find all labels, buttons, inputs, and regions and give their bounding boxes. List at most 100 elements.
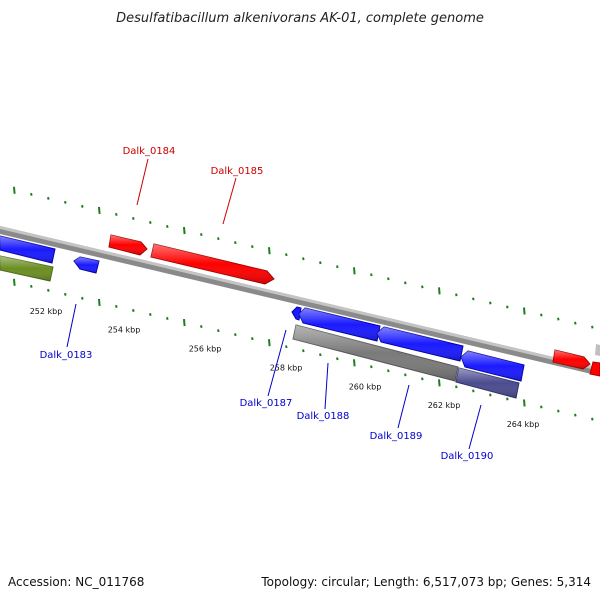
gene-Dalk_0185-arrow[interactable]	[150, 243, 275, 285]
lower-row-minor-tick	[540, 405, 543, 409]
scale-tick-label: 254 kbp	[108, 325, 141, 334]
lower-row-major-tick	[183, 318, 186, 327]
lower-row-minor-tick	[115, 304, 118, 308]
lower-row-minor-tick	[557, 409, 560, 413]
lower-row-minor-tick	[574, 413, 577, 417]
gene-label-Dalk_0189[interactable]: Dalk_0189	[370, 431, 423, 442]
lower-row-minor-tick	[472, 389, 475, 393]
tick-row-upper	[13, 186, 594, 329]
upper-row-minor-tick	[285, 253, 288, 257]
tick-row-lower	[13, 278, 594, 421]
upper-row-major-tick	[353, 267, 356, 275]
lower-row-minor-tick	[200, 325, 203, 329]
upper-row-major-tick	[438, 287, 441, 295]
olive-feature[interactable]	[0, 255, 54, 282]
upper-row-minor-tick	[200, 233, 203, 237]
lower-row-major-tick	[523, 399, 526, 407]
upper-row-minor-tick	[132, 216, 135, 220]
upper-row-major-tick	[268, 247, 271, 255]
upper-row-minor-tick	[370, 273, 373, 277]
scale-tick-label: 252 kbp	[30, 307, 63, 316]
lower-row-minor-tick	[404, 373, 407, 377]
lower-row-minor-tick	[149, 313, 152, 316]
feature-tracks	[0, 255, 520, 399]
upper-row-major-tick	[183, 226, 186, 235]
scale-tick-label: 256 kbp	[189, 345, 222, 354]
gene-label-Dalk_0190[interactable]: Dalk_0190	[441, 451, 494, 462]
lower-row-minor-tick	[251, 337, 254, 341]
gene-arrows	[0, 234, 600, 382]
gene-labels: Dalk_0184 Dalk_0185 Dalk_0183 Dalk_0187 …	[40, 146, 494, 462]
upper-row-minor-tick	[506, 305, 509, 309]
upper-row-minor-tick	[387, 277, 390, 281]
lower-row-minor-tick	[285, 345, 288, 349]
scale-tick-label: 258 kbp	[270, 364, 303, 373]
lower-row-minor-tick	[387, 369, 390, 373]
map-title: Desulfatibacillum alkenivorans AK-01, co…	[116, 11, 484, 26]
lower-row-minor-tick	[30, 284, 33, 288]
accession-text: Accession: NC_011768	[8, 575, 144, 589]
gene-Dalk_0188-arrow[interactable]	[298, 307, 381, 342]
lower-row-minor-tick	[336, 357, 339, 361]
lower-row-major-tick	[353, 359, 356, 367]
gene-grey-edge-feature[interactable]	[595, 344, 600, 356]
lower-row-minor-tick	[234, 333, 237, 337]
upper-row-minor-tick	[81, 204, 84, 208]
lower-row-minor-tick	[217, 329, 220, 333]
upper-row-minor-tick	[489, 301, 492, 305]
scale-tick-label: 260 kbp	[349, 382, 382, 391]
lower-row-minor-tick	[166, 317, 169, 321]
lower-row-major-tick	[268, 339, 271, 347]
genome-summary-text: Topology: circular; Length: 6,517,073 bp…	[260, 575, 591, 589]
scale-tick-label: 264 kbp	[507, 420, 540, 429]
gene-Dalk_0183-arrow[interactable]	[0, 235, 56, 264]
lower-row-minor-tick	[455, 385, 458, 389]
lower-row-major-tick	[98, 298, 101, 307]
gene-label-Dalk_0188[interactable]: Dalk_0188	[297, 411, 350, 422]
upper-row-minor-tick	[166, 225, 169, 229]
upper-row-minor-tick	[557, 317, 560, 321]
gene-label-Dalk_0184[interactable]: Dalk_0184	[123, 146, 176, 157]
lower-row-minor-tick	[64, 292, 67, 296]
lower-row-minor-tick	[81, 296, 84, 300]
lower-row-minor-tick	[132, 308, 135, 312]
upper-row-minor-tick	[64, 200, 67, 204]
upper-row-major-tick	[523, 307, 526, 315]
gene-Dalk_0189-arrow[interactable]	[376, 326, 464, 362]
gene-forward-right-arrow[interactable]	[552, 349, 591, 370]
lower-row-minor-tick	[489, 393, 492, 397]
upper-row-minor-tick	[540, 313, 543, 317]
gene-Dalk_0187-arrow[interactable]	[291, 306, 302, 321]
lower-row-major-tick	[13, 278, 16, 286]
lower-row-minor-tick	[319, 353, 322, 357]
upper-row-minor-tick	[455, 293, 458, 297]
lower-row-minor-tick	[47, 288, 50, 292]
upper-row-minor-tick	[302, 257, 305, 261]
upper-row-minor-tick	[421, 285, 424, 289]
upper-row-minor-tick	[217, 237, 220, 241]
gene-label-Dalk_0183[interactable]: Dalk_0183	[40, 350, 93, 361]
lower-row-minor-tick	[370, 365, 373, 369]
upper-row-major-tick	[98, 206, 101, 215]
gene-Dalk_0184-arrow[interactable]	[108, 234, 148, 256]
grey-feature[interactable]	[292, 324, 459, 382]
lower-row-minor-tick	[421, 377, 424, 381]
gene-forward-edge-arrow[interactable]	[589, 361, 600, 377]
gene-Dalk_0190-arrow[interactable]	[460, 350, 525, 382]
upper-row-minor-tick	[336, 265, 339, 269]
gene-label-Dalk_0185[interactable]: Dalk_0185	[211, 166, 264, 177]
gene-label-leaders	[66, 158, 482, 450]
gene-reverse-small-arrow[interactable]	[73, 256, 100, 274]
upper-row-minor-tick	[404, 281, 407, 285]
slate-feature[interactable]	[455, 367, 520, 399]
upper-row-minor-tick	[319, 261, 322, 265]
upper-row-minor-tick	[149, 221, 152, 224]
upper-row-minor-tick	[574, 321, 577, 325]
scale-labels: 252 kbp 254 kbp 256 kbp 258 kbp 260 kbp 262 k…	[30, 307, 540, 429]
upper-row-minor-tick	[251, 245, 254, 249]
gene-label-Dalk_0187[interactable]: Dalk_0187	[240, 398, 293, 409]
lower-row-major-tick	[438, 379, 441, 387]
scale-tick-label: 262 kbp	[428, 401, 461, 410]
